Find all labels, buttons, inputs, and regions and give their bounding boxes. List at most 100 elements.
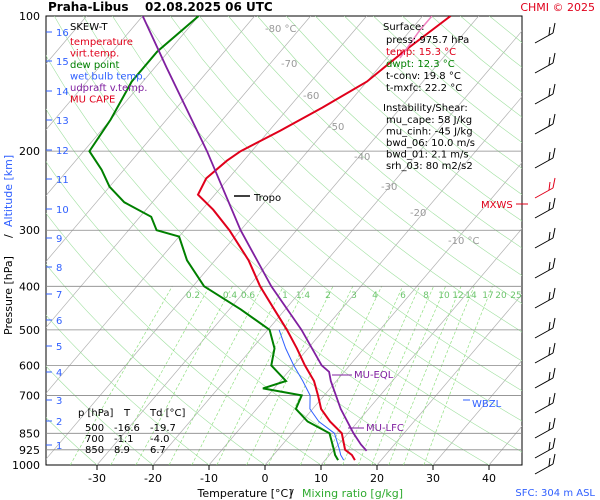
altitude-tick-label: 1 (56, 441, 62, 452)
table-cell: 500 (85, 423, 104, 434)
isotherm-line (46, 16, 311, 328)
surface-line: t-mxfc: 22.2 °C (386, 83, 462, 94)
surface-title: Surface: (383, 22, 424, 33)
mixing-ratio-label: 0.2 (186, 291, 200, 301)
isotherm-label: -60 (303, 91, 319, 102)
x-axis-label: Temperature [°C] (197, 487, 293, 500)
mixing-ratio-label: 17 (482, 291, 493, 301)
wind-barb-icon (534, 447, 554, 459)
dry-adiabat-line (286, 16, 522, 222)
altitude-tick-label: 15 (56, 57, 69, 68)
isotherm-label: -80 °C (265, 24, 297, 35)
altitude-tick-label: 6 (56, 316, 62, 327)
table-cell: 700 (85, 434, 104, 445)
wind-barb-icon (534, 62, 554, 74)
y-axis-sep: / (2, 234, 15, 238)
wind-barb-icon (534, 352, 554, 364)
wind-barb-icon (534, 157, 554, 169)
mixing-ratio-label: 25 (510, 291, 521, 301)
legend-item: wet bulb temp. (70, 72, 146, 83)
isotherm-label: -50 (328, 122, 344, 133)
dry-adiabat-line (112, 16, 522, 392)
datetime-title: 02.08.2025 06 UTC (145, 0, 273, 14)
mu-eql-label: MU-EQL (354, 370, 394, 381)
temperature-tick-label: 40 (482, 472, 496, 485)
instability-line: bwd_01: 2.1 m/s (386, 150, 469, 161)
tropo-label: Tropo (253, 193, 281, 204)
isotherm-line (46, 16, 255, 263)
wind-barb-icon (534, 93, 554, 105)
instability-line: bwd_06: 10.0 m/s (386, 138, 475, 149)
legend-item: udpraft v.temp. (70, 83, 147, 94)
mixing-ratio-label: 2 (325, 291, 331, 301)
surface-line: press: 975.7 hPa (386, 35, 469, 46)
legend-item: virt.temp. (70, 49, 119, 60)
sfc-label: SFC: 304 m ASL (515, 488, 595, 499)
table-cell: -16.6 (114, 423, 140, 434)
altitude-tick-label: 10 (56, 205, 69, 216)
isotherm-line (545, 16, 600, 465)
isotherm-label: -70 (281, 59, 297, 70)
mixing-ratio-line (423, 286, 493, 465)
mixing-ratio-label: 4 (372, 291, 378, 301)
table-cell: 8.9 (114, 445, 130, 456)
isotherm-label: -40 (354, 152, 370, 163)
station-title: Praha-Libus (48, 0, 128, 14)
altitude-tick-label: 12 (56, 146, 69, 157)
wind-barb-icon (534, 297, 554, 309)
dry-adiabat-line (257, 16, 522, 249)
pressure-tick-label: 400 (19, 280, 40, 293)
temperature-tick-label: 20 (370, 472, 384, 485)
pressure-tick-label: 500 (19, 324, 40, 337)
y-axis-label: Pressure [hPa] (2, 256, 15, 335)
isotherm-label: -20 (410, 208, 426, 219)
dry-adiabat-line (83, 16, 522, 422)
wind-barb-icon (534, 187, 554, 199)
altitude-tick-label: 9 (56, 234, 62, 245)
table-cell: -1.1 (114, 434, 134, 445)
wind-barb-icon (534, 377, 554, 389)
isotherm-line (264, 162, 522, 465)
mixing-ratio-label: 1 (282, 291, 288, 301)
table-cell: -4.0 (150, 434, 170, 445)
table-cell: 6.7 (150, 445, 166, 456)
mu-lfc-label: MU-LFC (366, 423, 404, 434)
dry-adiabat-line (199, 16, 522, 304)
altitude-tick-label: 8 (56, 263, 62, 274)
wind-barb-icon (534, 427, 554, 439)
pressure-tick-label: 700 (19, 389, 40, 402)
series-wet-bulb-temp--line (278, 329, 345, 461)
temperature-tick-label: -20 (144, 472, 162, 485)
altitude-tick-label: 5 (56, 342, 62, 353)
wind-barb-icon (534, 267, 554, 279)
mixing-ratio-label: 3 (351, 291, 357, 301)
wind-barb-icon (534, 207, 554, 219)
mixing-ratio-label: 6 (400, 291, 406, 301)
temperature-tick-label: 30 (426, 472, 440, 485)
isotherm-line (432, 359, 522, 465)
mixing-ratio-label: 10 (438, 291, 450, 301)
surface-line: temp: 15.3 °C (386, 47, 456, 58)
instability-title: Instability/Shear: (383, 103, 468, 114)
wind-barb-icon (534, 32, 554, 44)
wind-barb-icon (534, 327, 554, 339)
surface-line: t-conv: 19.8 °C (386, 71, 461, 82)
altitude-tick-label: 7 (56, 290, 62, 301)
pressure-tick-label: 600 (19, 359, 40, 372)
legend-item: temperature (70, 37, 133, 48)
legend-item: MU CAPE (70, 95, 115, 106)
pressure-tick-label: 100 (19, 10, 40, 23)
legend-item: dew point (70, 60, 119, 71)
mixing-ratio-label: 0.4 (223, 291, 238, 301)
pressure-tick-label: 300 (19, 224, 40, 237)
altitude-tick-label: 13 (56, 116, 69, 127)
legend-title: SKEW-T (70, 22, 108, 33)
wbzl-label: WBZL (472, 399, 502, 410)
instability-line: mu_cinh: -45 J/kg (386, 127, 473, 138)
isotherm-line (320, 227, 522, 465)
dry-adiabat-line (228, 16, 522, 276)
altitude-tick-label: 11 (56, 175, 69, 186)
altitude-tick-label: 2 (56, 417, 62, 428)
pressure-tick-label: 925 (19, 444, 40, 457)
